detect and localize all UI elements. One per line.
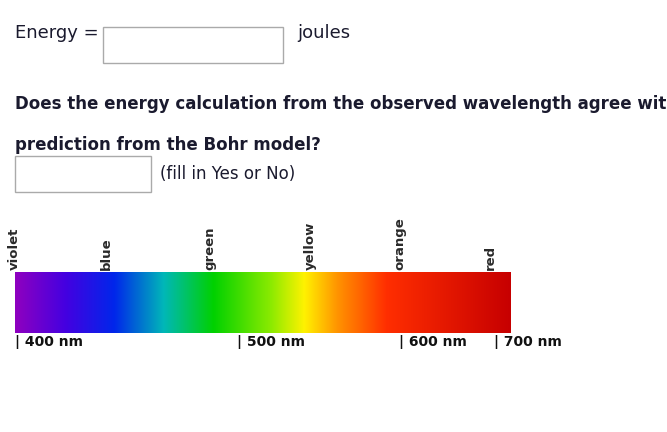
Text: Does the energy calculation from the observed wavelength agree with the: Does the energy calculation from the obs… [15,95,667,113]
Text: red: red [484,245,497,270]
Text: | 500 nm: | 500 nm [237,335,305,349]
Text: | 600 nm: | 600 nm [399,335,467,349]
Text: green: green [203,226,217,270]
Text: orange: orange [394,217,407,270]
Text: blue: blue [100,237,113,270]
Text: joules: joules [297,24,350,42]
Text: yellow: yellow [303,222,317,270]
Text: (fill in Yes or No): (fill in Yes or No) [160,165,295,183]
Text: | 400 nm: | 400 nm [15,335,83,349]
Text: Energy =: Energy = [15,24,98,42]
FancyBboxPatch shape [103,27,283,63]
Text: violet: violet [8,228,21,270]
Text: prediction from the Bohr model?: prediction from the Bohr model? [15,136,321,154]
Text: | 700 nm: | 700 nm [494,335,562,349]
FancyBboxPatch shape [15,156,151,192]
